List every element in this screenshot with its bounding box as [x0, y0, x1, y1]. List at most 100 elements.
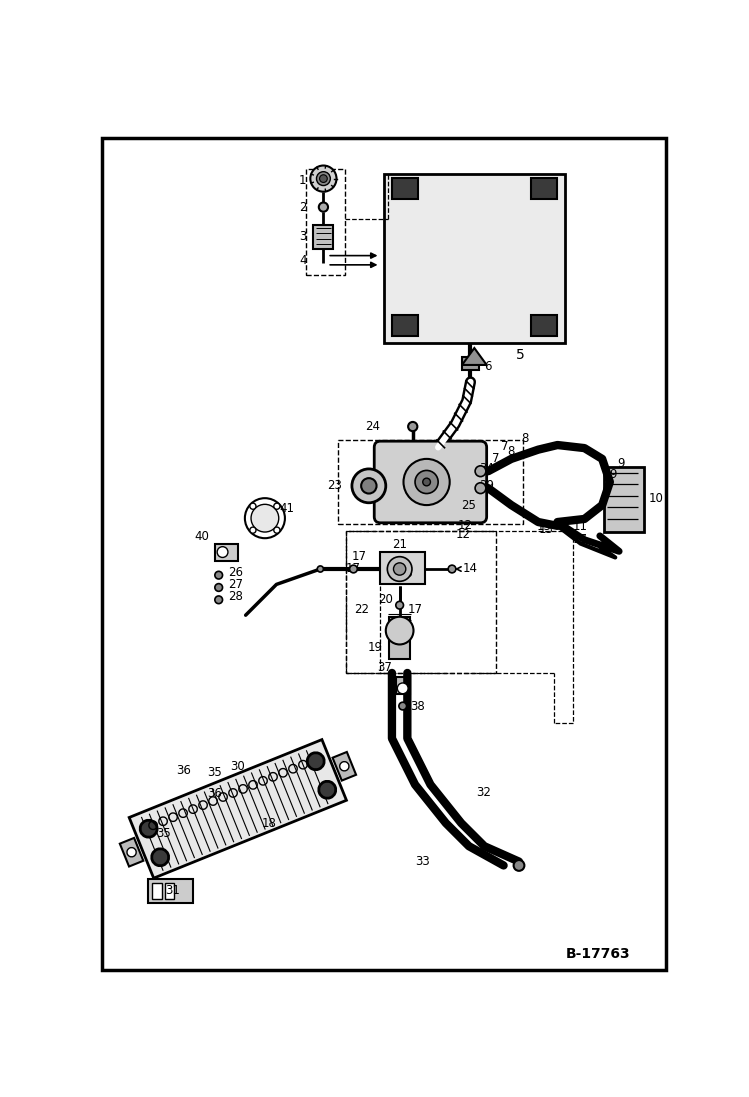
Text: B-17763: B-17763 [566, 947, 631, 961]
Text: 33: 33 [416, 855, 430, 868]
Text: 12: 12 [458, 519, 473, 532]
Text: 4: 4 [299, 253, 306, 267]
Text: 7: 7 [492, 452, 500, 465]
Circle shape [475, 466, 486, 476]
Text: 18: 18 [261, 816, 276, 829]
Circle shape [397, 683, 408, 693]
Bar [148, 879, 192, 903]
Text: 11: 11 [573, 520, 588, 533]
Bar [392, 178, 418, 199]
Text: 8: 8 [508, 444, 515, 457]
Circle shape [319, 203, 328, 212]
Text: 21: 21 [392, 538, 407, 551]
Circle shape [350, 565, 357, 573]
Bar [313, 225, 333, 249]
Text: 2: 2 [299, 202, 306, 214]
Text: 22: 22 [354, 602, 369, 615]
Bar [462, 358, 479, 370]
Text: 10: 10 [649, 493, 663, 506]
Text: 31: 31 [165, 883, 180, 896]
Text: 13: 13 [536, 520, 551, 533]
Text: 17: 17 [573, 533, 588, 546]
Circle shape [152, 849, 169, 866]
Circle shape [514, 860, 524, 871]
Text: 20: 20 [378, 593, 393, 607]
Circle shape [340, 761, 349, 771]
Text: 24: 24 [366, 420, 380, 433]
Text: 14: 14 [463, 563, 478, 576]
Circle shape [387, 556, 412, 581]
Bar [380, 552, 425, 585]
Circle shape [408, 422, 417, 431]
Text: 17: 17 [407, 602, 422, 615]
Circle shape [274, 527, 280, 533]
Circle shape [250, 504, 256, 509]
Bar [306, 169, 345, 275]
Text: 34: 34 [479, 462, 494, 475]
Circle shape [215, 596, 222, 603]
Circle shape [127, 848, 136, 857]
Bar [604, 466, 643, 532]
Circle shape [404, 459, 449, 505]
Bar [338, 440, 523, 524]
Text: 25: 25 [461, 499, 476, 511]
Circle shape [320, 174, 327, 182]
Circle shape [307, 753, 324, 770]
Text: 13: 13 [539, 523, 554, 536]
Text: 35: 35 [156, 827, 171, 840]
Text: 36: 36 [207, 788, 222, 801]
Bar [129, 739, 347, 879]
Text: 16: 16 [396, 559, 411, 573]
Circle shape [448, 565, 456, 573]
Text: 37: 37 [377, 661, 392, 674]
Bar [384, 174, 565, 343]
Text: 30: 30 [231, 760, 246, 773]
Bar [389, 617, 410, 659]
Text: 8: 8 [521, 432, 529, 445]
Circle shape [140, 821, 157, 837]
Circle shape [319, 781, 336, 799]
Text: 3: 3 [299, 230, 306, 242]
Polygon shape [462, 348, 487, 365]
Text: 27: 27 [228, 578, 243, 591]
Bar [346, 531, 496, 672]
Bar [395, 677, 410, 693]
Text: 15: 15 [398, 567, 413, 580]
Circle shape [215, 584, 222, 591]
Text: 29: 29 [479, 479, 494, 493]
Circle shape [251, 505, 279, 532]
Bar [165, 883, 174, 898]
Bar [530, 315, 557, 336]
Circle shape [475, 483, 486, 494]
FancyBboxPatch shape [374, 441, 487, 523]
Text: 32: 32 [476, 785, 491, 799]
Circle shape [274, 504, 280, 509]
Circle shape [310, 166, 336, 192]
Text: 7: 7 [501, 440, 509, 453]
Text: 6: 6 [485, 360, 492, 373]
Text: 38: 38 [410, 700, 425, 713]
Circle shape [217, 546, 228, 557]
Text: 5: 5 [516, 348, 525, 362]
Text: 26: 26 [228, 566, 243, 578]
Text: 23: 23 [327, 479, 342, 493]
Text: 36: 36 [177, 765, 192, 778]
Text: 12: 12 [456, 528, 471, 541]
Circle shape [318, 566, 324, 572]
Bar [120, 838, 143, 867]
Text: 19: 19 [368, 641, 383, 654]
Text: 41: 41 [279, 502, 294, 516]
Bar [215, 544, 238, 561]
Bar [153, 883, 162, 898]
Text: 28: 28 [228, 590, 243, 603]
Circle shape [361, 478, 377, 494]
Text: 1: 1 [299, 173, 306, 186]
Bar [392, 315, 418, 336]
Circle shape [395, 601, 404, 609]
Circle shape [399, 702, 407, 710]
Circle shape [215, 572, 222, 579]
Bar [530, 178, 557, 199]
Circle shape [415, 471, 438, 494]
Circle shape [393, 563, 406, 575]
Circle shape [386, 617, 413, 644]
